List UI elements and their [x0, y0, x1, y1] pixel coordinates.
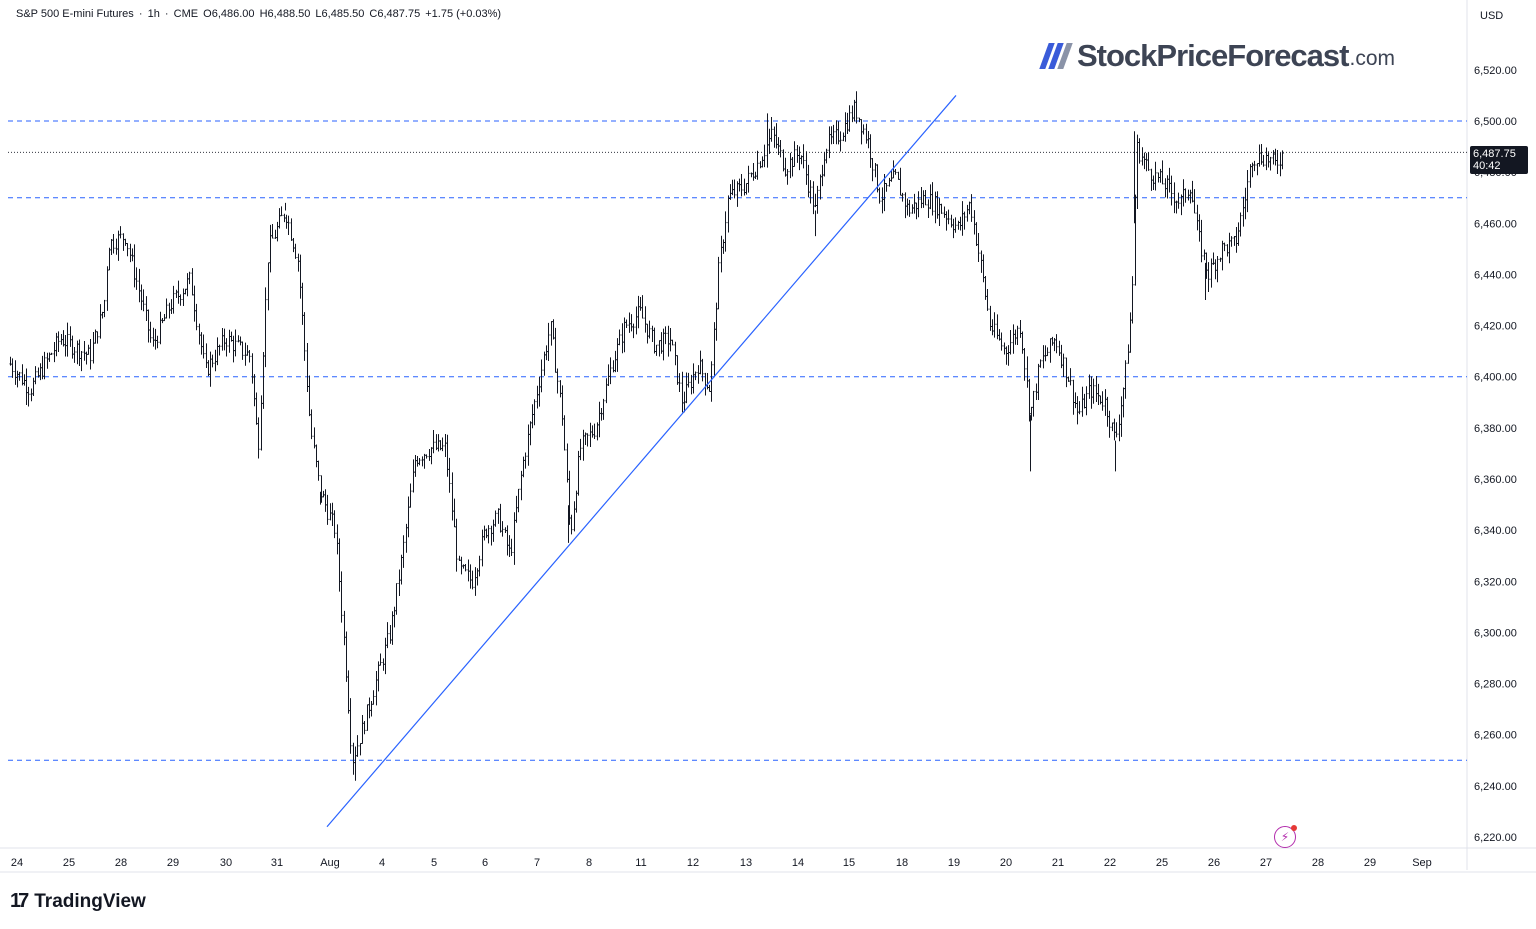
trendline	[326, 95, 957, 828]
x-tick-label: 18	[896, 857, 908, 869]
y-tick-label: 6,320.00	[1474, 576, 1517, 588]
x-tick-label: 29	[1364, 857, 1376, 869]
x-tick-label: 26	[1208, 857, 1220, 869]
y-tick-label: 6,360.00	[1474, 474, 1517, 486]
trendline-layer	[326, 95, 957, 828]
x-tick-label: 28	[115, 857, 127, 869]
x-tick-label: 11	[635, 857, 646, 869]
x-tick-label: 6	[482, 857, 488, 869]
exchange-label: CME	[173, 8, 199, 20]
x-tick-label: Aug	[320, 857, 340, 869]
x-tick-label: 4	[379, 857, 385, 869]
last-price-tag: 6,487.75 40:42	[1470, 146, 1528, 174]
x-tick-label: Sep	[1412, 857, 1432, 869]
y-tick-label: 6,240.00	[1474, 781, 1517, 793]
y-tick-label: 6,340.00	[1474, 525, 1517, 537]
x-tick-label: 25	[1156, 857, 1168, 869]
x-tick-label: 5	[431, 857, 437, 869]
symbol-name[interactable]: S&P 500 E-mini Futures	[16, 8, 134, 20]
x-tick-label: 31	[271, 857, 283, 869]
high-value: H6,488.50	[259, 8, 311, 20]
x-tick-label: 28	[1312, 857, 1324, 869]
candles	[9, 91, 1284, 781]
y-tick-label: 6,380.00	[1474, 423, 1517, 435]
x-tick-label: 24	[11, 857, 23, 869]
currency-label[interactable]: USD	[1480, 10, 1504, 22]
y-tick-label: 6,260.00	[1474, 730, 1517, 742]
notification-dot	[1291, 825, 1297, 831]
lightning-badge-icon[interactable]: ⚡	[1274, 825, 1297, 848]
time-axis: 24 25 28 29 30 31 Aug 4 5 6 7 8 11 12 13 14 15 18 19 20 21 22…	[11, 857, 1432, 869]
brand-name: StockPriceForecast	[1077, 38, 1349, 73]
y-tick-label: 6,440.00	[1474, 269, 1517, 281]
x-tick-label: 29	[167, 857, 179, 869]
x-tick-label: 30	[220, 857, 232, 869]
y-tick-label: 6,280.00	[1474, 679, 1517, 691]
tradingview-mark-icon: 17	[10, 890, 29, 912]
x-tick-label: 13	[740, 857, 752, 869]
brand-tld: .com	[1349, 47, 1395, 70]
interval-label[interactable]: 1h	[147, 8, 160, 20]
x-tick-label: 25	[63, 857, 75, 869]
y-tick-label: 6,500.00	[1474, 116, 1517, 128]
symbol-legend: S&P 500 E-mini Futures · 1h · CME O6,486…	[16, 8, 502, 20]
y-tick-label: 6,220.00	[1474, 832, 1517, 844]
x-tick-label: 15	[843, 857, 855, 869]
low-value: L6,485.50	[315, 8, 365, 20]
tradingview-logo[interactable]: 17 TradingView	[10, 890, 146, 913]
x-tick-label: 20	[1000, 857, 1012, 869]
y-tick-label: 6,420.00	[1474, 321, 1517, 333]
x-tick-label: 19	[948, 857, 960, 869]
bar-countdown: 40:42	[1473, 160, 1501, 172]
y-tick-label: 6,520.00	[1474, 65, 1517, 77]
last-price-value: 6,487.75	[1473, 148, 1516, 160]
chart-frame	[0, 0, 1536, 873]
x-tick-label: 8	[586, 857, 592, 869]
price-axis: 6,220.00 6,240.00 6,260.00 6,280.00 6,300.00…	[1474, 65, 1517, 844]
x-tick-label: 21	[1052, 857, 1064, 869]
horizontal-levels	[8, 120, 1467, 761]
y-tick-label: 6,400.00	[1474, 372, 1517, 384]
x-tick-label: 7	[534, 857, 540, 869]
change-value: +1.75 (+0.03%)	[425, 8, 502, 20]
y-tick-label: 6,460.00	[1474, 218, 1517, 230]
x-tick-label: 14	[792, 857, 804, 869]
x-tick-label: 22	[1104, 857, 1116, 869]
x-tick-label: 12	[687, 857, 699, 869]
x-tick-label: 27	[1260, 857, 1272, 869]
brand-logo: StockPriceForecast .com	[1039, 38, 1395, 74]
y-tick-label: 6,300.00	[1474, 627, 1517, 639]
open-value: O6,486.00	[203, 8, 255, 20]
tradingview-wordmark: TradingView	[34, 890, 146, 912]
close-value: C6,487.75	[369, 8, 421, 20]
brand-slashes-icon	[1039, 43, 1073, 69]
